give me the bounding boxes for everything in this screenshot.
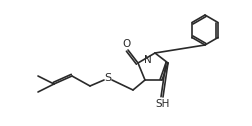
Text: S: S — [104, 73, 111, 83]
Text: N: N — [144, 55, 151, 65]
Text: O: O — [122, 39, 131, 49]
Text: SH: SH — [155, 99, 170, 109]
